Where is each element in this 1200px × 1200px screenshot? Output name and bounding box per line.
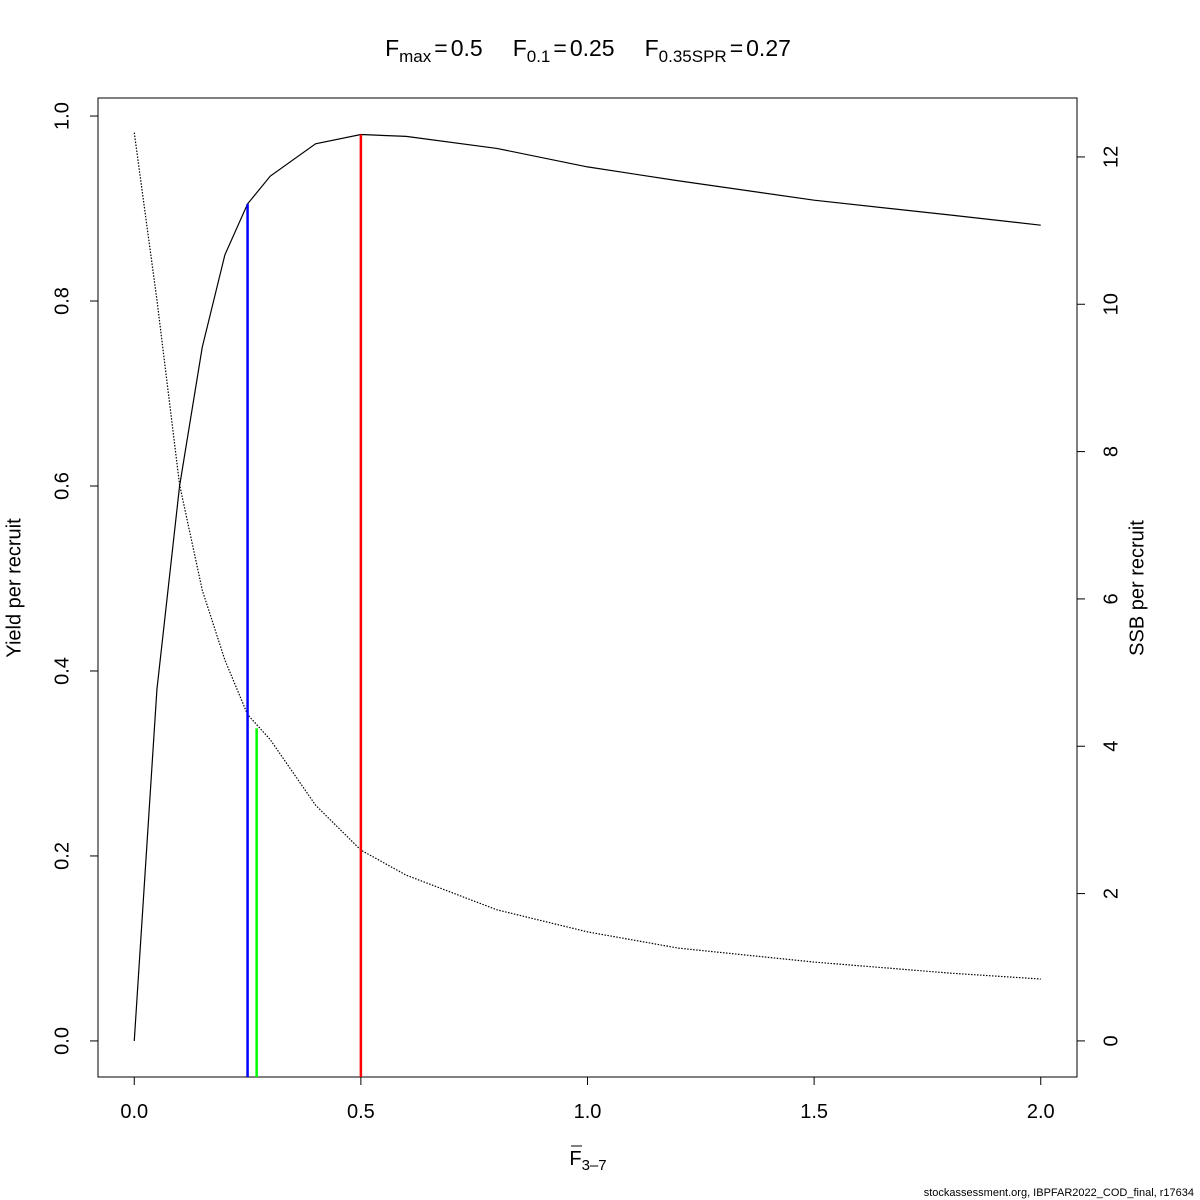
y-tick-label: 0.8	[51, 287, 73, 315]
x-tick-label: 0.0	[120, 1101, 148, 1123]
curve	[133, 133, 1041, 1041]
x-tick-label: 1.0	[574, 1101, 602, 1123]
y2-tick-label: 4	[1100, 741, 1122, 752]
y2-tick-label: 10	[1100, 293, 1122, 315]
y2-tick-label: 0	[1100, 1035, 1122, 1046]
title-relation: =	[730, 35, 743, 61]
y-tick-label: 0.6	[51, 472, 73, 500]
plot-box	[97, 97, 1078, 1078]
title-subscript: max	[399, 47, 432, 66]
y2-tick-label: 6	[1100, 593, 1122, 604]
x-label-symbol: F	[569, 1148, 581, 1170]
y-tick-label: 0.0	[51, 1027, 73, 1055]
title-relation: =	[553, 35, 566, 61]
y2-axis-label: SSB per recruit	[1126, 520, 1148, 656]
y-tick-label: 0.2	[51, 842, 73, 870]
title-subscript: 0.35SPR	[659, 47, 727, 66]
y2-tick-label: 12	[1100, 146, 1122, 168]
chart-title: Fmax = 0.5 F0.1 = 0.25 F0.35SPR = 0.27	[385, 35, 791, 66]
title-relation: =	[434, 35, 447, 61]
curve	[133, 132, 1041, 980]
title-value: 0.5	[451, 35, 483, 61]
y-tick-label: 0.4	[51, 657, 73, 685]
title-value: 0.25	[570, 35, 615, 61]
y2-tick-label: 2	[1100, 888, 1122, 899]
y2-tick-label: 8	[1100, 446, 1122, 457]
y-axis-label: Yield per recruit	[3, 518, 25, 658]
title-symbol: F	[385, 35, 399, 61]
title-symbol: F	[513, 35, 527, 61]
title-symbol: F	[645, 35, 659, 61]
title-subscript: 0.1	[527, 47, 551, 66]
x-tick-label: 0.5	[347, 1101, 375, 1123]
title-value: 0.27	[746, 35, 791, 61]
x-axis-label: F3–7	[569, 1148, 606, 1174]
x-tick-label: 2.0	[1027, 1101, 1055, 1123]
x-tick-label: 1.5	[800, 1101, 828, 1123]
y-tick-label: 1.0	[51, 102, 73, 130]
x-label-subscript: 3–7	[582, 1157, 607, 1174]
footer: stockassessment.org, IBPFAR2022_COD_fina…	[924, 1187, 1194, 1199]
